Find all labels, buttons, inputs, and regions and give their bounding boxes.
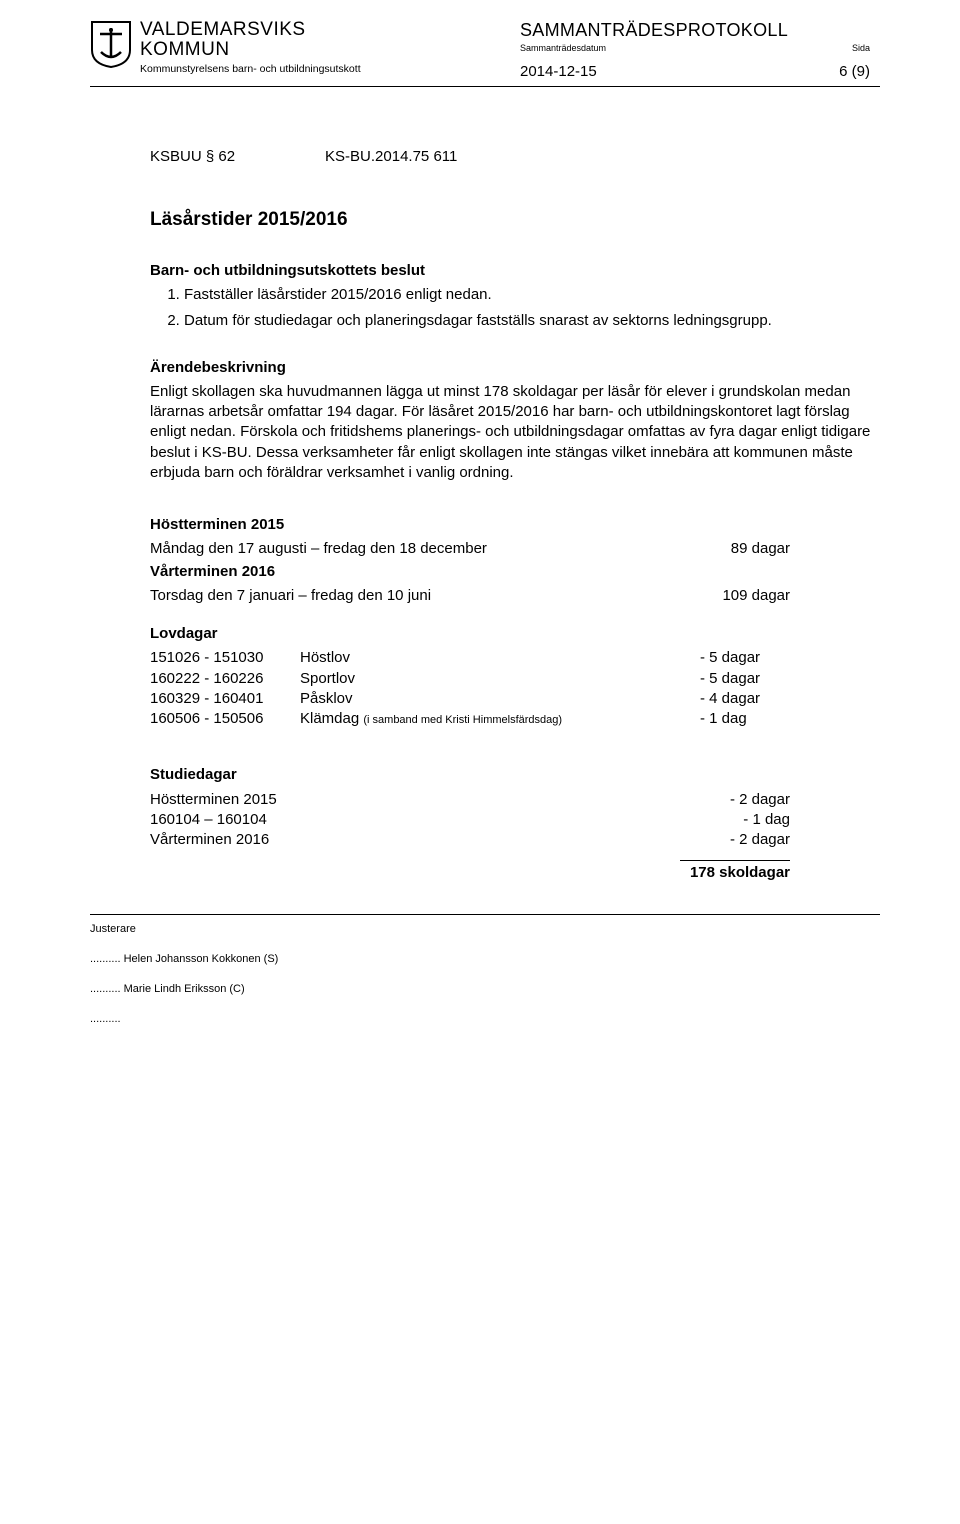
lov-row: 160506 - 150506 Klämdag (i samband med K… [150, 709, 790, 729]
study-label: 160104 – 160104 [150, 810, 267, 830]
lov-table: 151026 - 151030 Höstlov - 5 dagar 160222… [150, 648, 880, 729]
vt-label: Vårterminen 2016 [150, 562, 880, 582]
ht-range: Måndag den 17 augusti – fredag den 18 de… [150, 539, 487, 559]
vt-range: Torsdag den 7 januari – fredag den 10 ju… [150, 586, 431, 606]
protocol-block: SAMMANTRÄDESPROTOKOLL Sammanträdesdatum … [520, 20, 880, 80]
study-block: Studiedagar Höstterminen 2015 - 2 dagar … [150, 765, 880, 883]
total-days: 178 skoldagar [680, 860, 790, 883]
lov-row: 160329 - 160401 Påsklov - 4 dagar [150, 689, 790, 709]
document-title: Läsårstider 2015/2016 [150, 207, 880, 233]
justerare-label: Justerare [90, 923, 880, 935]
page-number: 6 (9) [839, 63, 870, 80]
study-days: - 1 dag [743, 810, 790, 830]
signature-line: .......... Marie Lindh Eriksson (C) [90, 983, 880, 995]
decision-item: Datum för studiedagar och planeringsdaga… [184, 311, 880, 331]
total-line: 178 skoldagar [150, 860, 790, 883]
reference-line: KSBUU § 62 KS-BU.2014.75 611 [150, 147, 880, 167]
decision-list: Fastställer läsårstider 2015/2016 enligt… [150, 285, 880, 332]
org-name-line2: KOMMUN [140, 40, 361, 60]
page-header: VALDEMARSVIKS KOMMUN Kommunstyrelsens ba… [90, 20, 880, 80]
decision-item: Fastställer läsårstider 2015/2016 enligt… [184, 285, 880, 305]
lov-dates: 151026 - 151030 [150, 648, 300, 668]
study-days: - 2 dagar [730, 790, 790, 810]
meta-page-label: Sida [852, 43, 870, 53]
description-heading: Ärendebeskrivning [150, 358, 880, 378]
case-ref: KS-BU.2014.75 611 [325, 147, 457, 167]
protocol-date-row: 2014-12-15 6 (9) [520, 63, 870, 80]
vt-row: Torsdag den 7 januari – fredag den 10 ju… [150, 586, 790, 606]
study-row: Höstterminen 2015 - 2 dagar [150, 790, 790, 810]
study-label: Vårterminen 2016 [150, 830, 269, 850]
org-name-line1: VALDEMARSVIKS [140, 20, 361, 40]
lov-name-with-note: Klämdag (i samband med Kristi Himmelsfär… [300, 709, 700, 729]
ht-row: Måndag den 17 augusti – fredag den 18 de… [150, 539, 790, 559]
meta-date-label: Sammanträdesdatum [520, 43, 606, 53]
signature-line: .......... [90, 1013, 880, 1025]
study-heading: Studiedagar [150, 765, 880, 785]
committee-name: Kommunstyrelsens barn- och utbildningsut… [140, 64, 361, 75]
lov-row: 151026 - 151030 Höstlov - 5 dagar [150, 648, 790, 668]
ht-days: 89 dagar [731, 539, 790, 559]
decision-heading: Barn- och utbildningsutskottets beslut [150, 261, 880, 281]
signature-line: .......... Helen Johansson Kokkonen (S) [90, 953, 880, 965]
study-row: 160104 – 160104 - 1 dag [150, 810, 790, 830]
lov-note: (i samband med Kristi Himmelsfärdsdag) [363, 714, 562, 726]
study-days: - 2 dagar [730, 830, 790, 850]
description-body: Enligt skollagen ska huvudmannen lägga u… [150, 382, 880, 483]
protocol-title: SAMMANTRÄDESPROTOKOLL [520, 20, 870, 41]
content-area: KSBUU § 62 KS-BU.2014.75 611 Läsårstider… [90, 87, 880, 884]
org-block: VALDEMARSVIKS KOMMUN Kommunstyrelsens ba… [90, 20, 361, 75]
lov-days: - 5 dagar [700, 669, 790, 689]
lov-name: Påsklov [300, 689, 700, 709]
meeting-date: 2014-12-15 [520, 63, 597, 80]
terms-block: Höstterminen 2015 Måndag den 17 augusti … [150, 515, 880, 729]
paragraph-ref: KSBUU § 62 [150, 147, 235, 167]
study-row: Vårterminen 2016 - 2 dagar [150, 830, 790, 850]
lov-dates: 160222 - 160226 [150, 669, 300, 689]
vt-days: 109 dagar [722, 586, 790, 606]
lov-name: Klämdag [300, 710, 359, 727]
lov-name: Sportlov [300, 669, 700, 689]
lov-dates: 160329 - 160401 [150, 689, 300, 709]
municipality-shield-icon [90, 20, 132, 68]
lov-heading: Lovdagar [150, 624, 880, 644]
lov-days: - 5 dagar [700, 648, 790, 668]
ht-label: Höstterminen 2015 [150, 515, 880, 535]
lov-days: - 1 dag [700, 709, 790, 729]
document-page: VALDEMARSVIKS KOMMUN Kommunstyrelsens ba… [0, 0, 960, 1065]
lov-name: Höstlov [300, 648, 700, 668]
lov-days: - 4 dagar [700, 689, 790, 709]
study-label: Höstterminen 2015 [150, 790, 277, 810]
footer-divider [90, 914, 880, 915]
org-text: VALDEMARSVIKS KOMMUN Kommunstyrelsens ba… [140, 20, 361, 75]
protocol-meta: Sammanträdesdatum Sida [520, 43, 870, 53]
lov-dates: 160506 - 150506 [150, 709, 300, 729]
lov-row: 160222 - 160226 Sportlov - 5 dagar [150, 669, 790, 689]
